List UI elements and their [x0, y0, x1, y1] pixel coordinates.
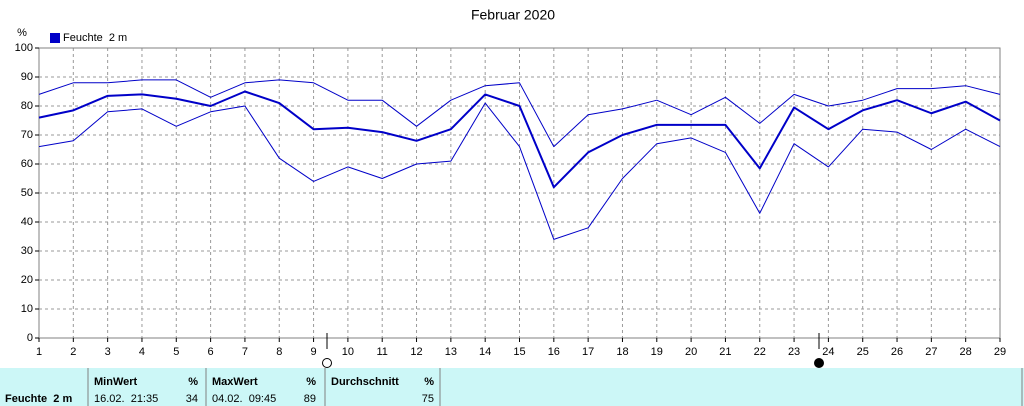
y-tick-label: 100: [15, 42, 33, 54]
y-axis-label: %: [17, 27, 27, 39]
range-line: [38, 102, 1001, 240]
y-tick-label: 40: [21, 216, 33, 228]
y-tick-label: 0: [27, 332, 33, 344]
x-tick-label: 1: [36, 346, 42, 358]
avg-header: Durchschnitt: [331, 376, 399, 388]
x-tick-label: 20: [685, 346, 697, 358]
max-header: MaxWert: [212, 376, 258, 388]
x-tick-label: 8: [276, 346, 282, 358]
y-tick-label: 20: [21, 274, 33, 286]
y-tick-label: 30: [21, 245, 33, 257]
x-tick-label: 25: [857, 346, 869, 358]
x-tick-label: 15: [513, 346, 525, 358]
legend-swatch: [50, 33, 60, 43]
x-tick-label: 17: [582, 346, 594, 358]
x-tick-label: 4: [139, 346, 145, 358]
x-tick-label: 22: [754, 346, 766, 358]
y-tick-label: 60: [21, 158, 33, 170]
x-tick-label: 5: [173, 346, 179, 358]
table-background: [0, 368, 1024, 406]
new-moon-icon: [814, 358, 824, 368]
x-tick-label: 2: [70, 346, 76, 358]
x-tick-label: 18: [616, 346, 628, 358]
x-tick-label: 29: [994, 346, 1006, 358]
y-tick-label: 90: [21, 71, 33, 83]
stats-table: Feuchte 2 m MinWert % 16.02. 21:35 34 Ma…: [0, 368, 1024, 406]
x-tick-label: 9: [311, 346, 317, 358]
max-unit: %: [306, 376, 316, 388]
min-time: 16.02. 21:35: [94, 393, 158, 405]
x-tick-label: 11: [377, 346, 388, 358]
x-tick-label: 3: [105, 346, 111, 358]
x-tick-label: 28: [960, 346, 972, 358]
y-tick-label: 50: [21, 187, 33, 199]
avg-unit: %: [424, 376, 434, 388]
x-tick-label: 21: [719, 346, 731, 358]
x-tick-label: 6: [208, 346, 214, 358]
x-tick-label: 10: [342, 346, 354, 358]
avg-value: 75: [422, 393, 434, 405]
range-line: [38, 79, 1001, 148]
y-tick-label: 80: [21, 100, 33, 112]
min-header: MinWert: [94, 376, 138, 388]
x-tick-label: 13: [445, 346, 457, 358]
x-tick-label: 27: [925, 346, 937, 358]
x-tick-label: 23: [788, 346, 800, 358]
min-unit: %: [188, 376, 198, 388]
y-tick-label: 10: [21, 303, 33, 315]
full-moon-icon: [322, 358, 332, 368]
x-tick-label: 14: [479, 346, 491, 358]
x-tick-label: 26: [891, 346, 903, 358]
chart-title: Februar 2020: [471, 7, 555, 23]
min-value: 34: [186, 393, 198, 405]
mean-line: [38, 90, 1001, 189]
row-label: Feuchte 2 m: [5, 393, 72, 405]
x-tick-label: 19: [651, 346, 663, 358]
x-tick-label: 24: [822, 346, 834, 358]
x-tick-label: 16: [548, 346, 560, 358]
max-time: 04.02. 09:45: [212, 393, 276, 405]
x-tick-label: 7: [242, 346, 248, 358]
legend-label: Feuchte 2 m: [63, 32, 127, 44]
y-tick-label: 70: [21, 129, 33, 141]
max-value: 89: [304, 393, 316, 405]
x-tick-label: 12: [410, 346, 422, 358]
